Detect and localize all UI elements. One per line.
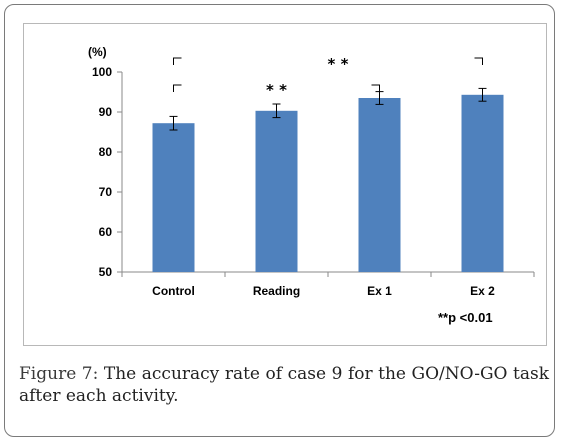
y-tick-label: 70: [99, 185, 113, 199]
bracket-inner-right: [371, 84, 380, 92]
y-tick-label: 80: [99, 145, 113, 159]
chart-area: 50 60 70 80 90 100 Control Reading Ex 1 Ex 2 * *…: [23, 23, 547, 346]
y-tick-label: 50: [99, 265, 113, 279]
bar-ex-1: [358, 98, 401, 272]
bracket-outer-left: [173, 57, 182, 65]
significance-stars-inner: * *: [266, 81, 287, 99]
bar-reading: [255, 110, 298, 272]
bar-chart: 50 60 70 80 90 100 Control Reading Ex 1 Ex 2 * *…: [88, 45, 535, 325]
caption-text: The accuracy rate of case 9 for the GO/N…: [19, 364, 549, 406]
bar-control: [152, 123, 195, 272]
caption-label: Figure 7:: [19, 364, 99, 384]
y-tick-label: 60: [99, 225, 113, 239]
category-label: Ex 1: [367, 284, 392, 298]
bracket-inner-left: [173, 84, 182, 92]
y-tick-label: 100: [92, 65, 112, 79]
figure-caption: Figure 7: The accuracy rate of case 9 fo…: [19, 363, 549, 407]
y-unit-label: (%): [88, 45, 107, 59]
bar-ex-2: [461, 94, 504, 272]
y-tick-label: 90: [99, 105, 113, 119]
category-label: Ex 2: [470, 284, 495, 298]
significance-note: **p <0.01: [438, 310, 493, 325]
significance-stars-outer: * *: [328, 55, 349, 73]
category-label: Reading: [253, 284, 300, 298]
category-label: Control: [152, 284, 195, 298]
figure-frame: 50 60 70 80 90 100 Control Reading Ex 1 Ex 2 * *…: [4, 4, 555, 437]
bracket-outer-right: [474, 57, 483, 65]
